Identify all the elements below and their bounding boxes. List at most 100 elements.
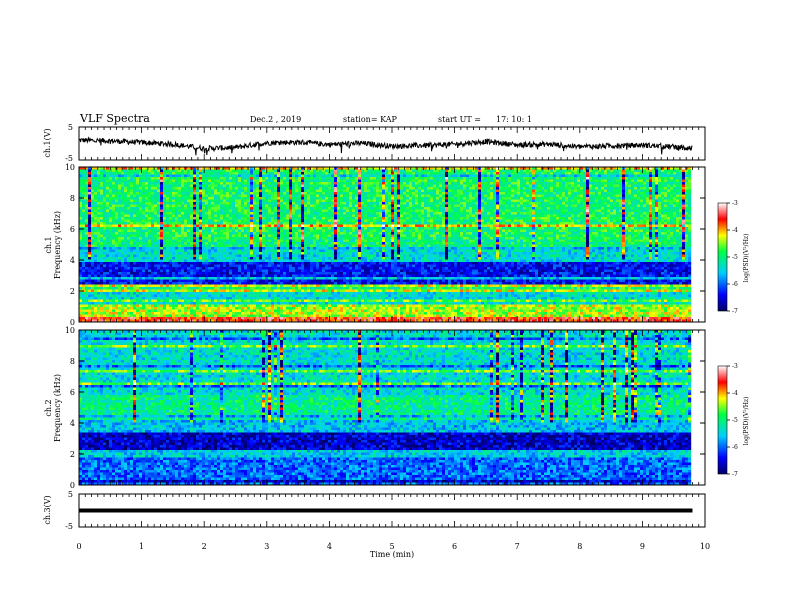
ch1-spectrogram-cell	[253, 180, 256, 183]
ch1-spectrogram-cell	[343, 175, 346, 178]
ch1-spectrogram-cell	[259, 177, 262, 180]
ch1-spectrogram-cell	[463, 185, 466, 188]
ch1-spectrogram-cell	[262, 175, 265, 178]
ch1-spectrogram-cell	[583, 185, 586, 188]
ch1-spectrogram-cell	[274, 185, 277, 188]
ch1-spectrogram-cell	[418, 182, 421, 185]
ch1-spectrogram-cell	[187, 170, 190, 173]
ch1-spectrogram-cell	[502, 172, 505, 175]
ch1-spectrogram-cell	[88, 177, 91, 180]
ch1-spectrogram-cell	[130, 185, 133, 188]
ch1-spectrogram-cell	[94, 175, 97, 178]
ch1-spectrogram-cell	[505, 182, 508, 185]
ch1-spectrogram-cell	[634, 185, 637, 188]
ch1-spectrogram-cell	[550, 180, 553, 183]
ch1-spectrogram-cell	[361, 172, 364, 175]
ch1-spectrogram-cell	[385, 175, 388, 178]
ch1-spectrogram-cell	[559, 175, 562, 178]
ch1-spectrogram-cell	[529, 172, 532, 175]
ch1-spectrogram-cell	[430, 177, 433, 180]
ch1-spectrogram-cell	[424, 172, 427, 175]
ch1-spectrogram-cell	[415, 175, 418, 178]
ch1-spectrogram-cell	[508, 182, 511, 185]
ch1-spectrogram-cell	[160, 185, 163, 188]
ch1-spectrogram-cell	[559, 180, 562, 183]
ch1-spectrogram-cell	[592, 180, 595, 183]
ch1-spectrogram-cell	[346, 175, 349, 178]
ch1-spectrogram-cell	[244, 180, 247, 183]
ch1-spectrogram-cell	[601, 185, 604, 188]
ch1-spectrogram-cell	[514, 180, 517, 183]
ch1-spectrogram-cell	[256, 170, 259, 173]
ch1-spectrogram-cell	[262, 177, 265, 180]
ch1-spectrogram-cell	[565, 170, 568, 173]
ch1-spectrogram-cell	[136, 172, 139, 175]
ch1-spectrogram-cell	[205, 182, 208, 185]
ch1-spectrogram-cell	[625, 175, 628, 178]
ch1-spectrogram-cell	[586, 172, 589, 175]
ch1-spectrogram-cell	[670, 175, 673, 178]
ch1-spectrogram-cell	[397, 175, 400, 178]
ch1-spectrogram-cell	[412, 177, 415, 180]
ch1-spectrogram-cell	[670, 185, 673, 188]
ch1-spectrogram-cell	[151, 185, 154, 188]
ch1-spectrogram-cell	[82, 185, 85, 188]
ch1-spectrogram-cell	[268, 180, 271, 183]
ch1-spectrogram-cell	[283, 185, 286, 188]
ch1-spectrogram-cell	[673, 180, 676, 183]
ch1-spectrogram-cell	[94, 170, 97, 173]
ch1-spectrogram-cell	[115, 187, 118, 190]
ch1-spectrogram-cell	[535, 177, 538, 180]
ch1-spectrogram-cell	[436, 177, 439, 180]
ch1-spectrogram-cell	[244, 170, 247, 173]
ch1-spectrogram-cell	[679, 170, 682, 173]
ch1-spectrogram-cell	[391, 170, 394, 173]
ch1-spectrogram-cell	[97, 187, 100, 190]
ch1-spectrogram-cell	[598, 175, 601, 178]
ch1-spectrogram-cell	[643, 177, 646, 180]
ch1-spectrogram-cell	[277, 180, 280, 183]
ch1-spectrogram-cell	[538, 170, 541, 173]
ch1-spectrogram-cell	[313, 185, 316, 188]
ch1-spectrogram-cell	[589, 177, 592, 180]
ch1-spectrogram-cell	[364, 180, 367, 183]
ch1-spectrogram-cell	[220, 182, 223, 185]
ch1-spectrogram-cell	[544, 182, 547, 185]
ch1-spectrogram-cell	[361, 170, 364, 173]
ch1-spectrogram-cell	[229, 175, 232, 178]
ch1-spectrogram-cell	[118, 187, 121, 190]
ch1-spectrogram-cell	[424, 177, 427, 180]
ch1-spectrogram-cell	[667, 172, 670, 175]
ch1-spectrogram-cell	[364, 172, 367, 175]
ch1-spectrogram-cell	[520, 177, 523, 180]
ch1-spectrogram-cell	[445, 180, 448, 183]
ch1-spectrogram-cell	[325, 180, 328, 183]
ch1-spectrogram-cell	[655, 182, 658, 185]
ch1-spectrogram-cell	[451, 182, 454, 185]
ch1-spectrogram-cell	[619, 175, 622, 178]
ch1-spectrogram-cell	[598, 177, 601, 180]
ch1-spectrogram-cell	[322, 175, 325, 178]
ch1-spectrogram-cell	[160, 180, 163, 183]
ch1-spectrogram-cell	[427, 185, 430, 188]
ch1-spectrogram-cell	[319, 185, 322, 188]
ch1-spectrogram-cell	[544, 172, 547, 175]
ch1-spectrogram-cell	[406, 177, 409, 180]
ch1-spectrogram-cell	[676, 177, 679, 180]
ch1-spectrogram-cell	[259, 172, 262, 175]
ch1-spectrogram-cell	[226, 172, 229, 175]
ch1-spectrogram-cell	[580, 182, 583, 185]
ch1-spectrogram-cell	[496, 175, 499, 178]
ch1-spectrogram-cell	[574, 170, 577, 173]
ch1-spectrogram-cell	[397, 172, 400, 175]
ch1-spectrogram-cell	[574, 172, 577, 175]
ch1-spectrogram-cell	[184, 175, 187, 178]
ch1-spectrogram-cell	[469, 185, 472, 188]
ch1-spectrogram-cell	[307, 170, 310, 173]
ch1-spectrogram-cell	[193, 182, 196, 185]
ch1-spectrogram-cell	[631, 177, 634, 180]
ch1-spectrogram-cell	[472, 177, 475, 180]
ch1-spectrogram-cell	[196, 187, 199, 190]
ch1-spectrogram-cell	[499, 172, 502, 175]
ch1-spectrogram-cell	[469, 175, 472, 178]
